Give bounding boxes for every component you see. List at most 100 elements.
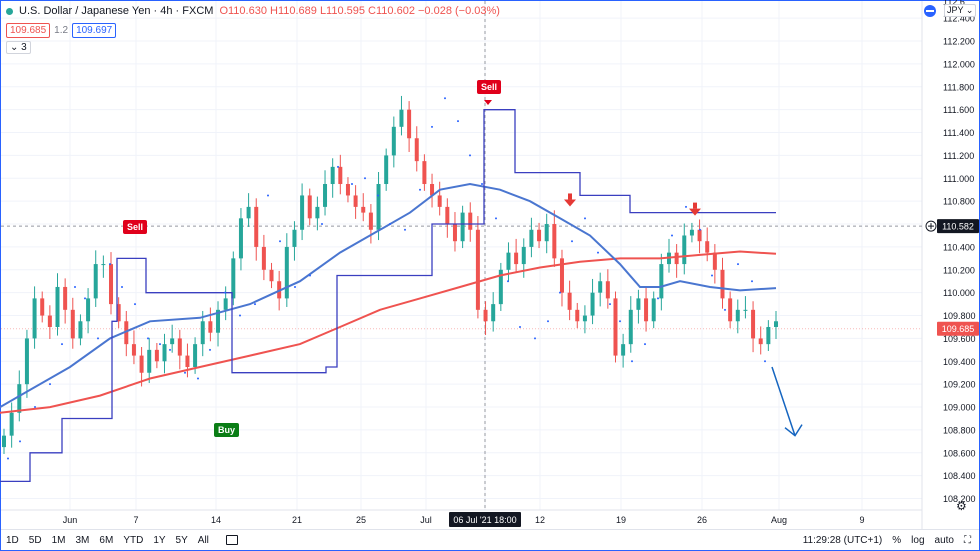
candle-body [70,309,75,339]
candle-body [101,264,106,266]
psar-dot [657,297,659,300]
psar-dot [457,120,459,123]
psar-dot [377,194,379,197]
candle-body [422,161,427,185]
candle-body [491,304,496,322]
candle-body [751,309,756,339]
candle-body [728,298,733,322]
candle-body [529,229,534,247]
gear-icon[interactable]: ⚙ [956,499,967,513]
psar-dot [419,188,421,191]
psar-dot [159,343,161,346]
candle-body [575,309,580,322]
candle-body [468,212,473,230]
eye-icon[interactable] [921,4,939,18]
log-toggle[interactable]: log [911,535,925,546]
percent-toggle[interactable]: % [892,535,902,546]
crosshair-price-label: 110.582 [942,222,974,232]
x-tick-label: 21 [292,515,302,525]
candle-body [644,298,649,322]
psar-dot [351,183,353,186]
candle-body [598,281,603,293]
spread-value: 1.2 [54,25,69,36]
candle-body [32,298,37,339]
candle-body [559,258,564,293]
candle-body [361,206,366,213]
timeframe-6m[interactable]: 6M [99,534,114,546]
y-tick-label: 108.200 [943,494,976,504]
y-tick-label: 111.600 [943,105,974,115]
psar-dot [309,274,311,277]
psar-dot [364,177,366,180]
candle-body [705,241,710,253]
bottom-toolbar: 1D 5D 1M 3M 6M YTD 1Y 5Y All 11:29:28 (U… [1,529,979,550]
projection-arrow [771,366,796,436]
timeframe-5d[interactable]: 5D [28,534,42,546]
down-arrow-icon [689,208,701,216]
timeframe-3m[interactable]: 3M [75,534,90,546]
y-tick-label: 112.6 [943,0,965,7]
bid-price[interactable]: 109.685 [6,23,51,38]
candle-body [47,315,52,327]
candle-body [345,184,350,196]
candle-body [521,246,526,265]
x-tick-label: 25 [356,515,366,525]
candle-body [758,338,763,345]
psar-dot [389,223,391,226]
psar-dot [764,360,766,363]
candle-body [162,344,167,362]
y-tick-label: 109.400 [943,357,976,367]
psar-dot [547,320,549,323]
candle-body [552,224,557,259]
psar-dot [469,154,471,157]
calendar-icon[interactable] [225,535,238,545]
indicators-toggle[interactable]: ⌄ 3 [6,41,31,54]
candle-body [452,224,457,242]
sma-fast-line [0,182,777,408]
y-tick-label: 111.200 [943,151,974,161]
market-status-icon [6,7,13,15]
candle-body [323,184,328,207]
psar-dot [559,291,561,294]
fullscreen-icon[interactable]: ⛶ [964,535,971,546]
candle-body [590,292,595,316]
candle-body [628,309,633,345]
candle-body [200,321,205,345]
candle-body [582,315,587,322]
timeframe-ytd[interactable]: YTD [123,534,144,546]
candle-body [682,235,687,265]
candle-body [605,281,610,299]
psar-dot [444,97,446,100]
y-tick-label: 110.400 [943,242,975,252]
down-arrow-icon [693,202,697,209]
candle-body [437,195,442,207]
currency-label: JPY [947,5,964,15]
candle-body [9,412,14,436]
y-tick-label: 108.400 [943,471,976,481]
ask-price[interactable]: 109.697 [72,23,117,38]
candle-body [414,138,419,162]
x-tick-label: 12 [535,515,545,525]
y-tick-label: 112.200 [943,37,975,47]
y-tick-label: 111.400 [943,128,974,138]
clock-readout[interactable]: 11:29:28 (UTC+1) [802,535,883,546]
timeframe-5y[interactable]: 5Y [175,534,188,546]
timeframe-1d[interactable]: 1D [6,534,19,546]
candle-body [40,298,45,316]
sell-mark-label: Sell [123,220,148,234]
last-price-box [937,321,979,336]
timeframe-1m[interactable]: 1M [51,534,66,546]
symbol-title[interactable]: U.S. Dollar / Japanese Yen · 4h · FXCM [19,5,214,17]
currency-selector[interactable]: JPY ⌄ [944,4,977,17]
psar-dot [197,377,199,380]
psar-dot [507,280,509,283]
psar-dot [481,183,483,186]
y-tick-label: 110.000 [943,288,975,298]
timeframe-all[interactable]: All [197,534,209,546]
timeframe-1y[interactable]: 1Y [153,534,166,546]
projection-arrowhead [784,424,803,437]
psar-dot [49,383,51,386]
auto-toggle[interactable]: auto [934,535,954,546]
crosshair-price-box [937,219,979,234]
